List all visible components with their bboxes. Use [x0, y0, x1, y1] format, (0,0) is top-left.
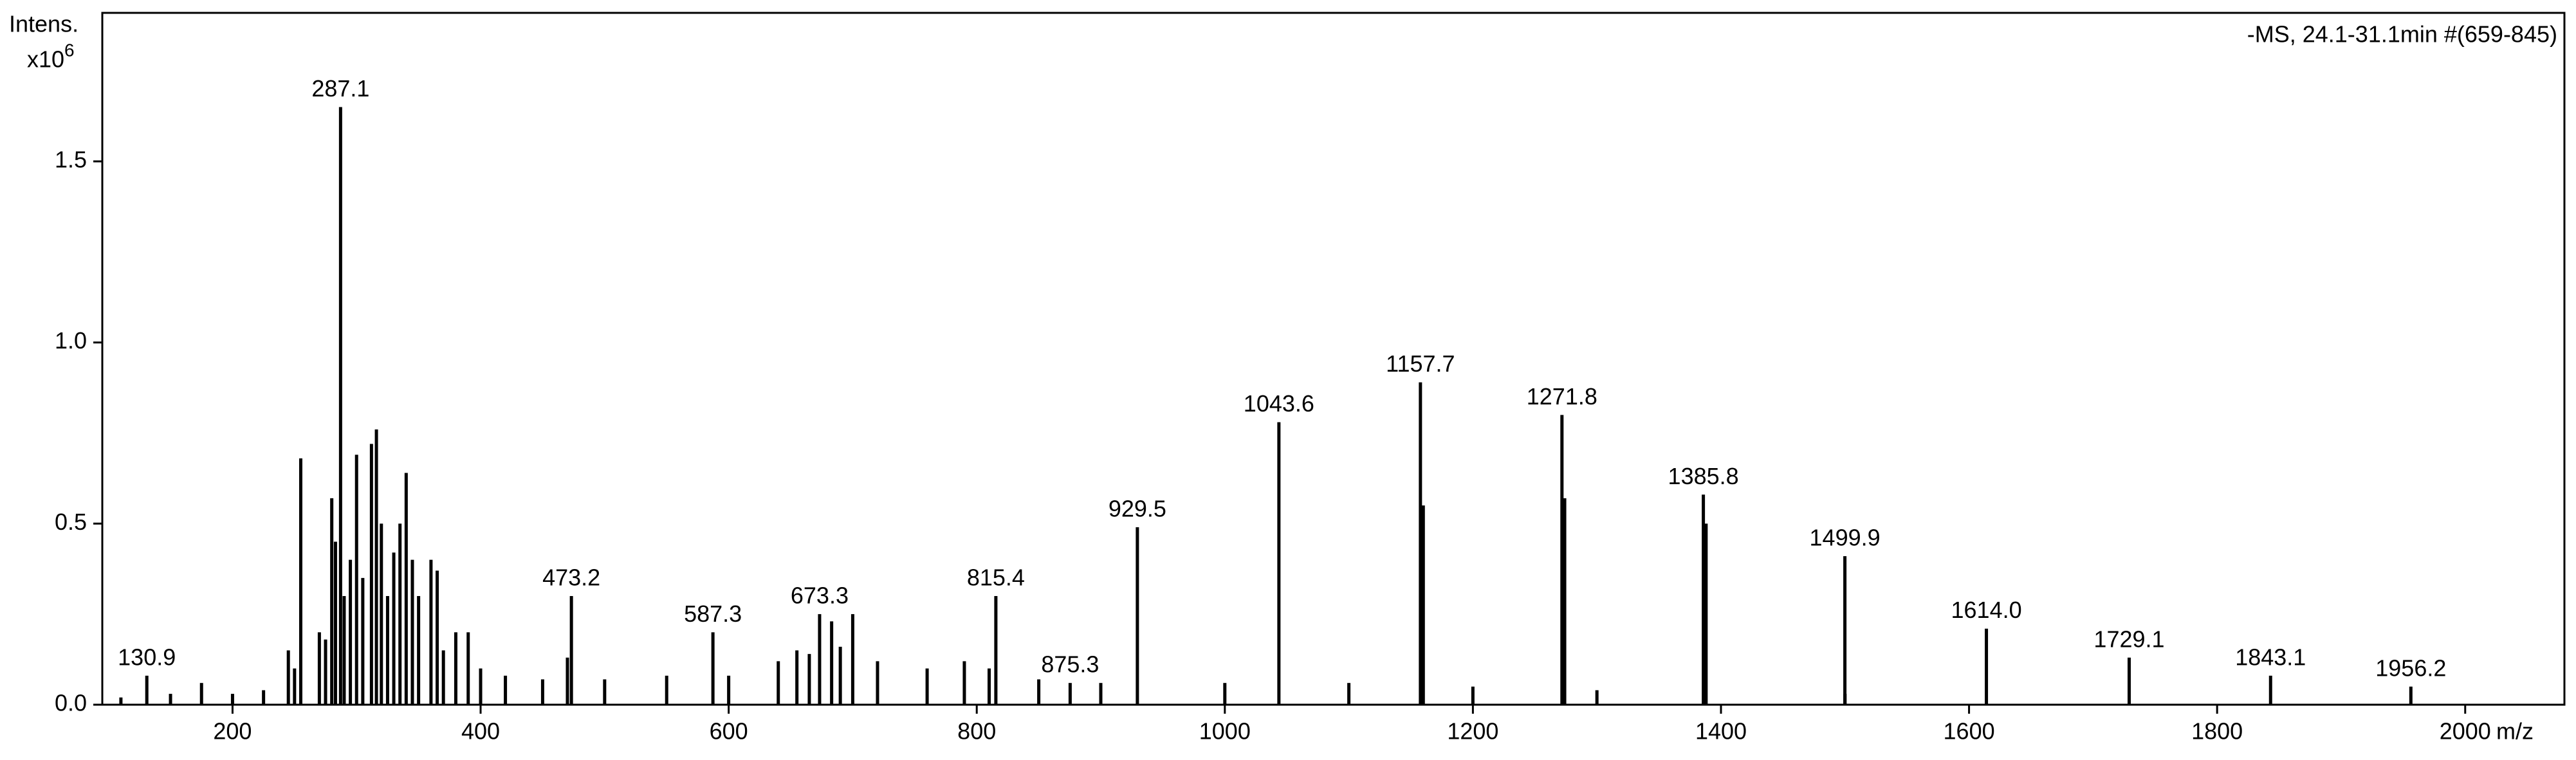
peak-label: 1843.1	[2235, 644, 2306, 670]
peak-label: 1956.2	[2375, 655, 2446, 681]
chart-title: -MS, 24.1-31.1min #(659-845)	[2247, 21, 2557, 48]
y-tick-label: 0.0	[55, 690, 87, 716]
x-tick-label: 800	[957, 718, 996, 745]
y-exponent: 6	[64, 40, 75, 60]
peak-label: 1614.0	[1951, 597, 2022, 623]
peak-label: 875.3	[1041, 651, 1099, 678]
peak-label: 929.5	[1109, 495, 1166, 521]
x-tick-label: 600	[710, 718, 748, 745]
x-tick-label: 1400	[1695, 718, 1747, 745]
peak-label: 130.9	[118, 644, 176, 670]
x-tick-label: 1000	[1199, 718, 1251, 745]
x-tick-label: 2000	[2440, 718, 2491, 745]
peak-label: 1385.8	[1668, 463, 1739, 489]
peak-label: 1043.6	[1244, 390, 1314, 417]
y-tick-label: 0.5	[55, 509, 87, 535]
y-axis-label: Intens.	[9, 11, 78, 37]
x-tick-label: 1200	[1447, 718, 1498, 745]
peak-label: 587.3	[684, 601, 742, 627]
x-tick-label: 200	[213, 718, 252, 745]
peak-label: 1499.9	[1810, 525, 1881, 551]
plot-frame	[101, 12, 2566, 706]
peak-label: 1157.7	[1386, 350, 1455, 377]
peak-label: 1271.8	[1527, 383, 1597, 410]
x-tick-label: 400	[461, 718, 500, 745]
y-tick-label: 1.5	[55, 146, 87, 172]
y-unit: x10	[27, 46, 64, 73]
x-tick-label: 1600	[1944, 718, 1995, 745]
x-axis-label: m/z	[2496, 718, 2534, 745]
peak-label: 287.1	[311, 75, 369, 102]
peak-label: 1729.1	[2093, 626, 2164, 652]
y-tick-label: 1.0	[55, 327, 87, 354]
x-tick-label: 1800	[2191, 718, 2243, 745]
peak-label: 815.4	[967, 565, 1025, 591]
peak-label: 673.3	[791, 583, 849, 609]
peak-label: 473.2	[542, 565, 600, 591]
